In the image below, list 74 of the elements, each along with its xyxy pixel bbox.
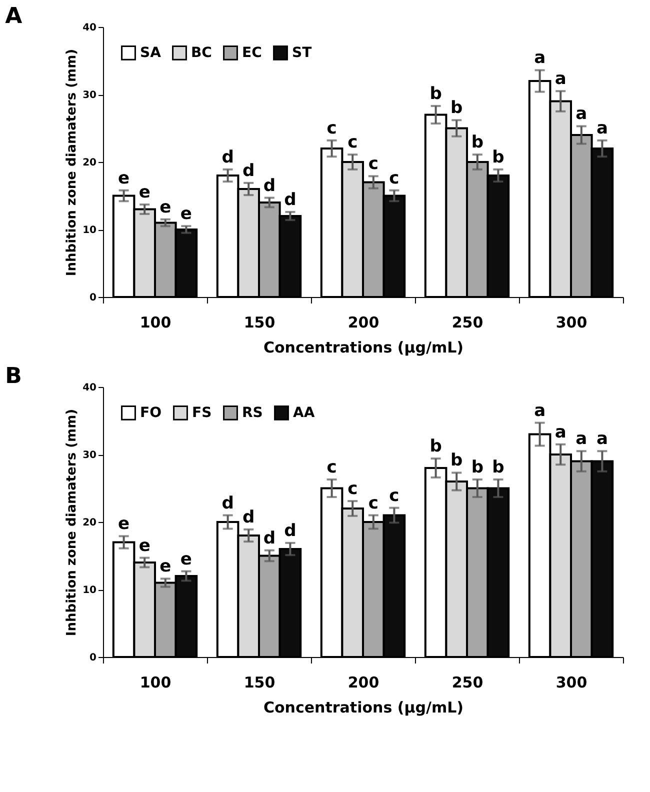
- data-label: e: [160, 556, 172, 577]
- data-label: c: [348, 132, 358, 153]
- data-label: a: [596, 429, 608, 450]
- data-label: b: [430, 436, 442, 457]
- x-tick-label: 300: [556, 314, 588, 332]
- y-tick-label: 20: [82, 158, 97, 168]
- x-tick-label: 250: [452, 314, 484, 332]
- x-tick-label: 150: [244, 314, 276, 332]
- data-label: d: [242, 160, 255, 181]
- data-label: c: [348, 479, 358, 500]
- y-tick-label: 0: [90, 652, 97, 664]
- data-label: a: [554, 422, 566, 442]
- legend-label: BC: [191, 44, 212, 61]
- data-label: d: [222, 147, 234, 168]
- y-tick-label: 20: [82, 518, 97, 528]
- data-label: a: [576, 104, 588, 124]
- data-label: a: [534, 400, 546, 421]
- chart-title: B: [5, 364, 22, 389]
- data-label: b: [471, 457, 484, 478]
- data-label: e: [138, 182, 150, 203]
- y-tick-label: 40: [82, 382, 97, 394]
- y-axis-title: Inhbition zone diamaters (mm): [64, 48, 80, 276]
- data-label: e: [118, 514, 130, 534]
- legend-label: SA: [140, 44, 162, 61]
- data-label: e: [118, 168, 130, 188]
- data-label: d: [263, 176, 276, 196]
- legend-label: FO: [140, 404, 162, 421]
- data-label: a: [576, 429, 588, 450]
- y-axis-title: Inhbition zone diamaters (mm): [64, 408, 80, 636]
- data-label: a: [596, 118, 608, 138]
- data-label: d: [222, 493, 234, 514]
- data-label: c: [368, 154, 378, 174]
- legend-label: FS: [192, 404, 212, 421]
- data-label: d: [284, 520, 296, 541]
- data-label: a: [554, 69, 566, 90]
- legend-label: AA: [293, 404, 315, 421]
- data-label: b: [450, 98, 463, 118]
- data-label: d: [242, 507, 255, 528]
- y-tick-label: 10: [82, 585, 97, 596]
- y-tick-label: 40: [82, 22, 97, 34]
- data-label: c: [389, 486, 400, 506]
- data-label: b: [430, 84, 442, 104]
- x-tick-label: 300: [556, 674, 588, 692]
- x-tick-label: 150: [244, 674, 276, 692]
- data-label: a: [534, 48, 546, 68]
- legend-label: ST: [292, 44, 312, 61]
- y-tick-label: 30: [82, 90, 97, 101]
- data-label: e: [180, 549, 192, 570]
- data-label: d: [284, 190, 296, 210]
- data-label: e: [138, 536, 150, 556]
- x-tick-label: 100: [140, 314, 172, 332]
- x-tick-label: 200: [348, 314, 380, 332]
- legend-label: RS: [242, 404, 263, 421]
- data-label: e: [180, 204, 192, 224]
- data-label: e: [160, 197, 172, 218]
- x-axis-title: Concentrations (µg/mL): [263, 698, 464, 716]
- x-tick-label: 250: [452, 674, 484, 692]
- y-tick-label: 10: [82, 225, 97, 236]
- y-tick-label: 30: [82, 450, 97, 461]
- data-label: c: [368, 493, 378, 514]
- chart-title: A: [5, 4, 22, 29]
- x-tick-label: 100: [140, 674, 172, 692]
- x-axis-title: Concentrations (µg/mL): [263, 338, 464, 356]
- data-label: b: [492, 147, 504, 168]
- data-label: b: [492, 457, 504, 478]
- legend-label: EC: [242, 44, 262, 61]
- y-tick-label: 0: [90, 292, 97, 304]
- data-label: c: [389, 168, 400, 188]
- data-label: b: [471, 132, 484, 153]
- data-label: d: [263, 528, 276, 548]
- x-tick-label: 200: [348, 674, 380, 692]
- data-label: c: [326, 118, 337, 138]
- data-label: b: [450, 450, 463, 471]
- data-label: c: [326, 457, 337, 478]
